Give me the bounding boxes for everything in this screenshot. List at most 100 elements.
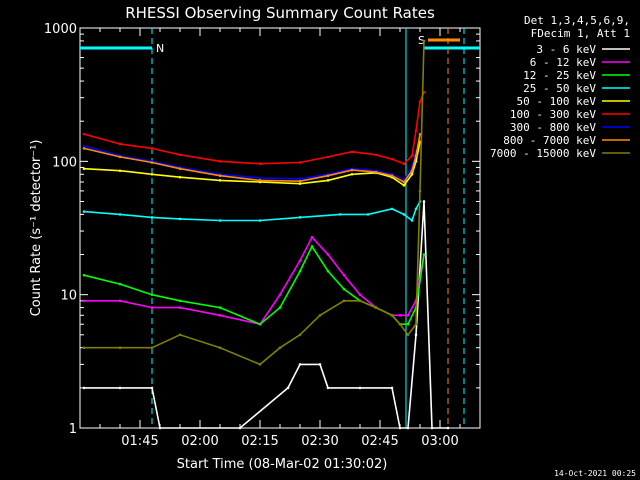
series-point (418, 132, 422, 136)
series-point (278, 293, 282, 296)
series-point (418, 189, 422, 193)
series-point (358, 293, 362, 296)
legend-label: 50 - 100 keV (517, 95, 597, 108)
series-point (414, 333, 418, 337)
series-point (342, 287, 346, 291)
series-point (278, 346, 282, 350)
series-point (298, 179, 302, 183)
x-tick-label: 02:15 (241, 434, 278, 449)
y-axis-label: Count Rate (s⁻¹ detector⁻¹) (29, 140, 44, 317)
series-point (118, 213, 122, 216)
series-point (218, 306, 222, 309)
legend-label: 3 - 6 keV (536, 43, 596, 56)
series-point (414, 207, 418, 211)
series-point (150, 161, 154, 164)
series-point (258, 219, 262, 222)
series-point (278, 306, 282, 309)
series-point (422, 39, 426, 43)
series-point (118, 346, 122, 350)
series-line-6 (83, 145, 417, 182)
series-point (422, 200, 426, 203)
series-point (218, 346, 222, 350)
series-point (158, 426, 162, 430)
legend-label: 25 - 50 keV (523, 82, 596, 95)
series-point (326, 174, 330, 178)
series-point (82, 144, 86, 148)
series-point (298, 363, 302, 366)
series-point (178, 175, 182, 179)
legend-label: 12 - 25 keV (523, 69, 596, 82)
series-point (374, 306, 378, 309)
series-point (218, 219, 222, 222)
series-point (118, 142, 122, 146)
series-point (218, 160, 222, 163)
series-point (298, 259, 302, 262)
legend-label: 100 - 300 keV (510, 108, 596, 121)
x-tick-label: 02:45 (361, 434, 398, 449)
series-point (406, 314, 410, 317)
series-point (258, 162, 262, 165)
night-label: N (156, 42, 164, 55)
series-point (406, 426, 410, 430)
series-point (150, 172, 154, 176)
series-point (430, 426, 434, 430)
series-point (82, 167, 86, 171)
series-point (310, 245, 314, 248)
series-point (398, 314, 402, 317)
y-tick-label: 1000 (44, 22, 77, 37)
series-point (390, 386, 394, 390)
series-point (398, 322, 402, 326)
series-point (258, 176, 262, 180)
series-point (82, 386, 86, 390)
series-point (402, 180, 406, 184)
series-point (258, 179, 262, 182)
series-point (298, 177, 302, 181)
series-point (118, 299, 122, 303)
series-point (326, 155, 330, 159)
series-point (286, 386, 290, 390)
legend-header-line-1: Det 1,3,4,5,6,9, (524, 14, 630, 27)
series-point (150, 386, 154, 390)
plot-area: 01:45 02:00 02:15 02:30 02:45 03:00 1 10 100 1000… (44, 22, 481, 449)
legend-header-line-2: FDecim 1, Att 1 (531, 27, 630, 40)
series-point (298, 269, 302, 273)
series-point (118, 169, 122, 173)
series-point (406, 333, 410, 337)
series-point (118, 282, 122, 286)
footer-timestamp: 14-Oct-2021 00:25 (554, 469, 636, 478)
series-point (402, 184, 406, 187)
series-point (298, 182, 302, 185)
series-point (178, 217, 182, 221)
legend-label: 300 - 800 keV (510, 121, 596, 134)
series-point (350, 168, 354, 172)
series-point (318, 314, 322, 317)
legend-label: 6 - 12 keV (530, 56, 597, 69)
series-point (366, 213, 370, 216)
series-point (82, 273, 86, 277)
series-point (178, 299, 182, 303)
series-line-8 (84, 40, 425, 366)
series-point (418, 100, 422, 104)
series-point (298, 161, 302, 164)
chart-title: RHESSI Observing Summary Count Rates (125, 4, 435, 22)
series-point (218, 314, 222, 317)
legend-label: 7000 - 15000 keV (490, 147, 596, 160)
series-point (298, 216, 302, 219)
series-point (410, 172, 414, 176)
series-point (402, 213, 406, 216)
series-point (374, 153, 378, 157)
series-point (150, 306, 154, 309)
series-point (178, 333, 182, 337)
series-point (298, 333, 302, 337)
series-line-2 (83, 244, 425, 326)
series-point (82, 147, 86, 150)
series-point (310, 235, 314, 239)
series-point (82, 210, 86, 213)
series-point (390, 174, 394, 178)
series-point (82, 346, 86, 350)
y-tick-label: 10 (60, 289, 77, 304)
series-point (338, 213, 342, 216)
